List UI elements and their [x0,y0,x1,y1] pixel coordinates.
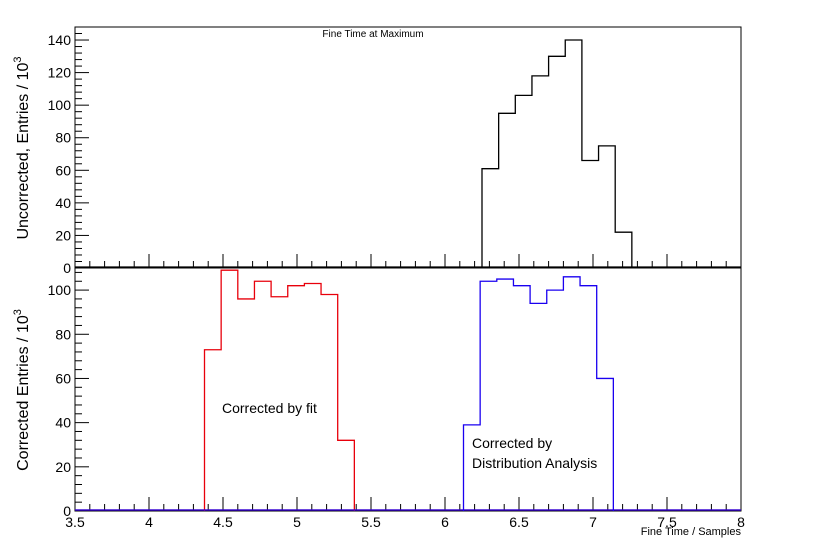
bottom-x-tick-label: 4.5 [213,514,233,530]
bottom-series-1-bin [580,286,597,511]
bottom-y-tick-label: 60 [55,370,71,386]
top-plot-frame [74,26,742,269]
bottom-series-1-bin [563,277,580,511]
bottom-series-1-bin [597,378,614,511]
bottom-annotation-fit: Corrected by fit [222,400,317,416]
bottom-x-tick-label: 5 [293,514,301,530]
bottom-x-tick-label: 7.5 [657,514,677,530]
top-series-0-bin [532,76,549,268]
bottom-x-axis-label: Fine Time / Samples [641,526,742,538]
top-y-tick-label: 0 [63,260,71,276]
top-series-group [75,39,741,268]
bottom-series-1-bin [480,281,497,511]
bottom-y-tick-label: 40 [55,415,71,431]
bottom-series-0-bin [288,286,305,511]
top-series-0-outline [481,39,633,268]
bottom-annotation-distribution-2: Distribution Analysis [472,455,597,471]
bottom-y-tick-label: 80 [55,326,71,342]
top-y-tick-label: 80 [55,130,71,146]
bottom-series-group [75,269,741,511]
bottom-series-0-bin [254,281,271,511]
bottom-plot-frame [74,267,742,512]
top-series-0-bin [549,56,566,268]
bottom-x-tick-label: 8 [737,514,745,530]
bottom-x-tick-label: 7 [589,514,597,530]
bottom-panel: 0 20 40 60 80 100 3.5 4 4.5 5 5.5 6 6.5 7 7.5 8 Correc… [12,267,745,538]
top-series-0-bin [482,169,499,268]
bottom-series-0-bin [304,283,321,511]
bottom-series-1-bin [513,286,530,511]
bottom-x-tick-label: 6 [441,514,449,530]
top-y-axis-label-main: Uncorrected, Entries / 10 [15,62,32,239]
top-y-tick-label: 20 [55,227,71,243]
bottom-y-axis-label-exponent: 3 [12,309,24,315]
bottom-y-axis-label: Corrected Entries / 103 [12,309,32,471]
bottom-series-0-bin [205,350,222,511]
top-y-tick-label: 100 [48,97,72,113]
bottom-series-0-bin [321,295,338,511]
bottom-series-1-bin [547,290,564,511]
top-y-tick-label: 120 [48,65,72,81]
top-series-0-bin [515,95,532,268]
bottom-y-axis: 0 20 40 60 80 100 [48,271,89,519]
bottom-x-axis: 3.5 4 4.5 5 5.5 6 6.5 7 7.5 8 [65,497,745,530]
bottom-x-tick-label: 3.5 [65,514,85,530]
bottom-series-0-outline [203,269,356,511]
bottom-series-0-bin [221,270,238,511]
bottom-x-tick-label: 4 [145,514,153,530]
bottom-y-tick-label: 100 [48,282,72,298]
bottom-x-tick-label: 6.5 [509,514,529,530]
top-series-0-bin [499,113,516,268]
top-y-tick-label: 140 [48,32,72,48]
bottom-y-axis-label-main: Corrected Entries / 10 [15,315,32,471]
top-y-tick-label: 40 [55,195,71,211]
bottom-series-1-bin [497,279,514,511]
bottom-x-tick-label: 5.5 [361,514,381,530]
top-y-axis: 0 20 40 60 80 100 120 140 [48,26,89,276]
top-y-tick-label: 60 [55,162,71,178]
top-series-0-bin [599,146,616,268]
top-series-0-bin [565,40,582,268]
top-series-0-bin [615,232,632,268]
bottom-series-1-bin [530,303,547,511]
bottom-y-tick-label: 0 [63,503,71,519]
top-y-axis-label-exponent: 3 [12,56,24,62]
bottom-y-tick-label: 20 [55,459,71,475]
top-plot-title: Fine Time at Maximum [322,29,423,40]
top-x-axis-ticks [74,254,742,268]
bottom-series-0-bin [338,440,355,511]
top-series-0-bin [582,161,599,268]
top-y-axis-label: Uncorrected, Entries / 103 [12,56,32,239]
bottom-annotation-distribution-1: Corrected by [472,435,552,451]
top-panel: Fine Time at Maximum 020406080100120140 … [12,26,742,276]
bottom-series-1-outline [462,276,614,511]
